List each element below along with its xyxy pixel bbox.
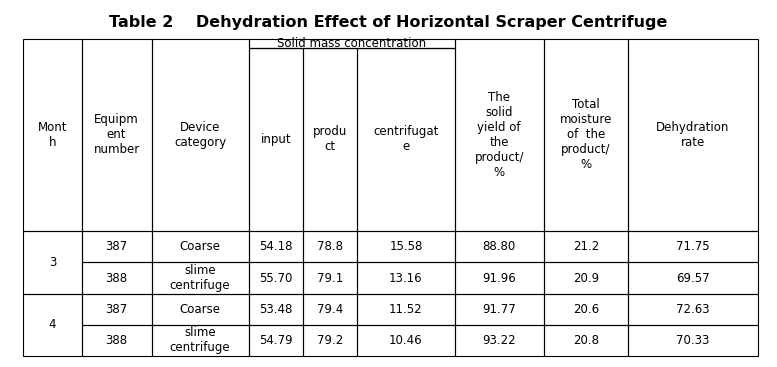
Text: 387: 387: [106, 240, 127, 253]
Text: 93.22: 93.22: [483, 334, 516, 347]
Text: 71.75: 71.75: [676, 240, 709, 253]
Text: Device
category: Device category: [174, 121, 226, 149]
Text: 20.9: 20.9: [573, 272, 599, 284]
Text: 21.2: 21.2: [573, 240, 599, 253]
Text: produ
ct: produ ct: [313, 126, 347, 153]
Text: slime
centrifuge: slime centrifuge: [169, 264, 231, 292]
Text: 79.1: 79.1: [317, 272, 343, 284]
Text: slime
centrifuge: slime centrifuge: [169, 326, 231, 355]
Text: 79.4: 79.4: [317, 303, 343, 316]
Text: centrifugat
e: centrifugat e: [373, 126, 439, 153]
Text: 10.46: 10.46: [389, 334, 423, 347]
Text: 387: 387: [106, 303, 127, 316]
Text: 88.80: 88.80: [483, 240, 516, 253]
Text: Total
moisture
of  the
product/
%: Total moisture of the product/ %: [559, 98, 612, 171]
Text: 388: 388: [106, 334, 127, 347]
Text: 91.77: 91.77: [483, 303, 516, 316]
Text: 78.8: 78.8: [317, 240, 343, 253]
Text: Equipm
ent
number: Equipm ent number: [93, 113, 140, 156]
Text: Table 2    Dehydration Effect of Horizontal Scraper Centrifuge: Table 2 Dehydration Effect of Horizontal…: [110, 15, 667, 30]
Text: 79.2: 79.2: [317, 334, 343, 347]
Text: 13.16: 13.16: [389, 272, 423, 284]
Text: Solid mass concentration: Solid mass concentration: [277, 37, 426, 50]
Text: 3: 3: [49, 256, 56, 269]
Text: 4: 4: [49, 318, 56, 331]
Text: 53.48: 53.48: [260, 303, 292, 316]
Text: 54.18: 54.18: [259, 240, 293, 253]
Text: 11.52: 11.52: [389, 303, 423, 316]
Text: 388: 388: [106, 272, 127, 284]
Text: Coarse: Coarse: [179, 303, 221, 316]
Text: 72.63: 72.63: [676, 303, 709, 316]
Text: input: input: [260, 133, 291, 146]
Text: 54.79: 54.79: [259, 334, 293, 347]
Text: 20.6: 20.6: [573, 303, 599, 316]
Text: 55.70: 55.70: [260, 272, 292, 284]
Text: 15.58: 15.58: [389, 240, 423, 253]
Text: Mont
h: Mont h: [38, 121, 67, 149]
Text: 20.8: 20.8: [573, 334, 599, 347]
Text: The
solid
yield of
the
product/
%: The solid yield of the product/ %: [475, 91, 524, 179]
Text: 70.33: 70.33: [676, 334, 709, 347]
Text: Dehydration
rate: Dehydration rate: [656, 121, 730, 149]
Text: 69.57: 69.57: [676, 272, 709, 284]
Text: 91.96: 91.96: [483, 272, 516, 284]
Text: Coarse: Coarse: [179, 240, 221, 253]
